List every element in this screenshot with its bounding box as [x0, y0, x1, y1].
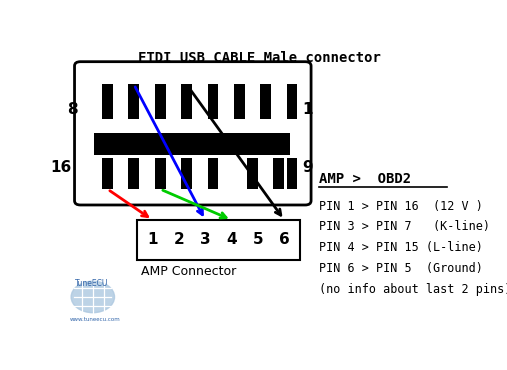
Bar	[260, 84, 271, 119]
Bar	[286, 158, 298, 189]
Text: 16: 16	[50, 160, 71, 175]
Text: TuneECU: TuneECU	[75, 279, 108, 287]
Bar	[234, 84, 245, 119]
Bar	[102, 84, 113, 119]
Bar	[181, 84, 192, 119]
Text: 6: 6	[279, 232, 289, 248]
Bar	[128, 84, 139, 119]
Circle shape	[71, 281, 115, 313]
Text: 9: 9	[302, 160, 313, 175]
Bar	[273, 158, 284, 189]
Text: (no info about last 2 pins): (no info about last 2 pins)	[319, 283, 507, 296]
Text: 1: 1	[302, 102, 313, 117]
Text: AMP Connector: AMP Connector	[141, 265, 236, 278]
Text: FTDI USB CABLE Male connector: FTDI USB CABLE Male connector	[138, 51, 381, 64]
Bar	[128, 158, 139, 189]
Text: 5: 5	[252, 232, 263, 248]
Text: 1: 1	[147, 232, 158, 248]
Text: PIN 1 > PIN 16  (12 V ): PIN 1 > PIN 16 (12 V )	[319, 199, 483, 213]
Text: PIN 6 > PIN 5  (Ground): PIN 6 > PIN 5 (Ground)	[319, 262, 483, 275]
Bar	[102, 158, 113, 189]
Bar	[181, 158, 192, 189]
Text: AMP >  OBD2: AMP > OBD2	[319, 172, 411, 186]
Text: 3: 3	[200, 232, 210, 248]
Bar	[247, 158, 258, 189]
Bar	[155, 84, 166, 119]
Text: 8: 8	[67, 102, 78, 117]
Bar	[94, 133, 289, 155]
Bar	[207, 84, 219, 119]
Text: 4: 4	[226, 232, 237, 248]
Text: www.tuneecu.com: www.tuneecu.com	[69, 317, 120, 322]
Bar	[286, 84, 298, 119]
Bar	[207, 158, 219, 189]
Text: PIN 4 > PIN 15 (L-line): PIN 4 > PIN 15 (L-line)	[319, 241, 483, 254]
FancyBboxPatch shape	[75, 62, 311, 205]
Bar	[137, 220, 300, 260]
Text: 2: 2	[173, 232, 184, 248]
Text: PIN 3 > PIN 7   (K-line): PIN 3 > PIN 7 (K-line)	[319, 221, 490, 233]
Bar	[155, 158, 166, 189]
